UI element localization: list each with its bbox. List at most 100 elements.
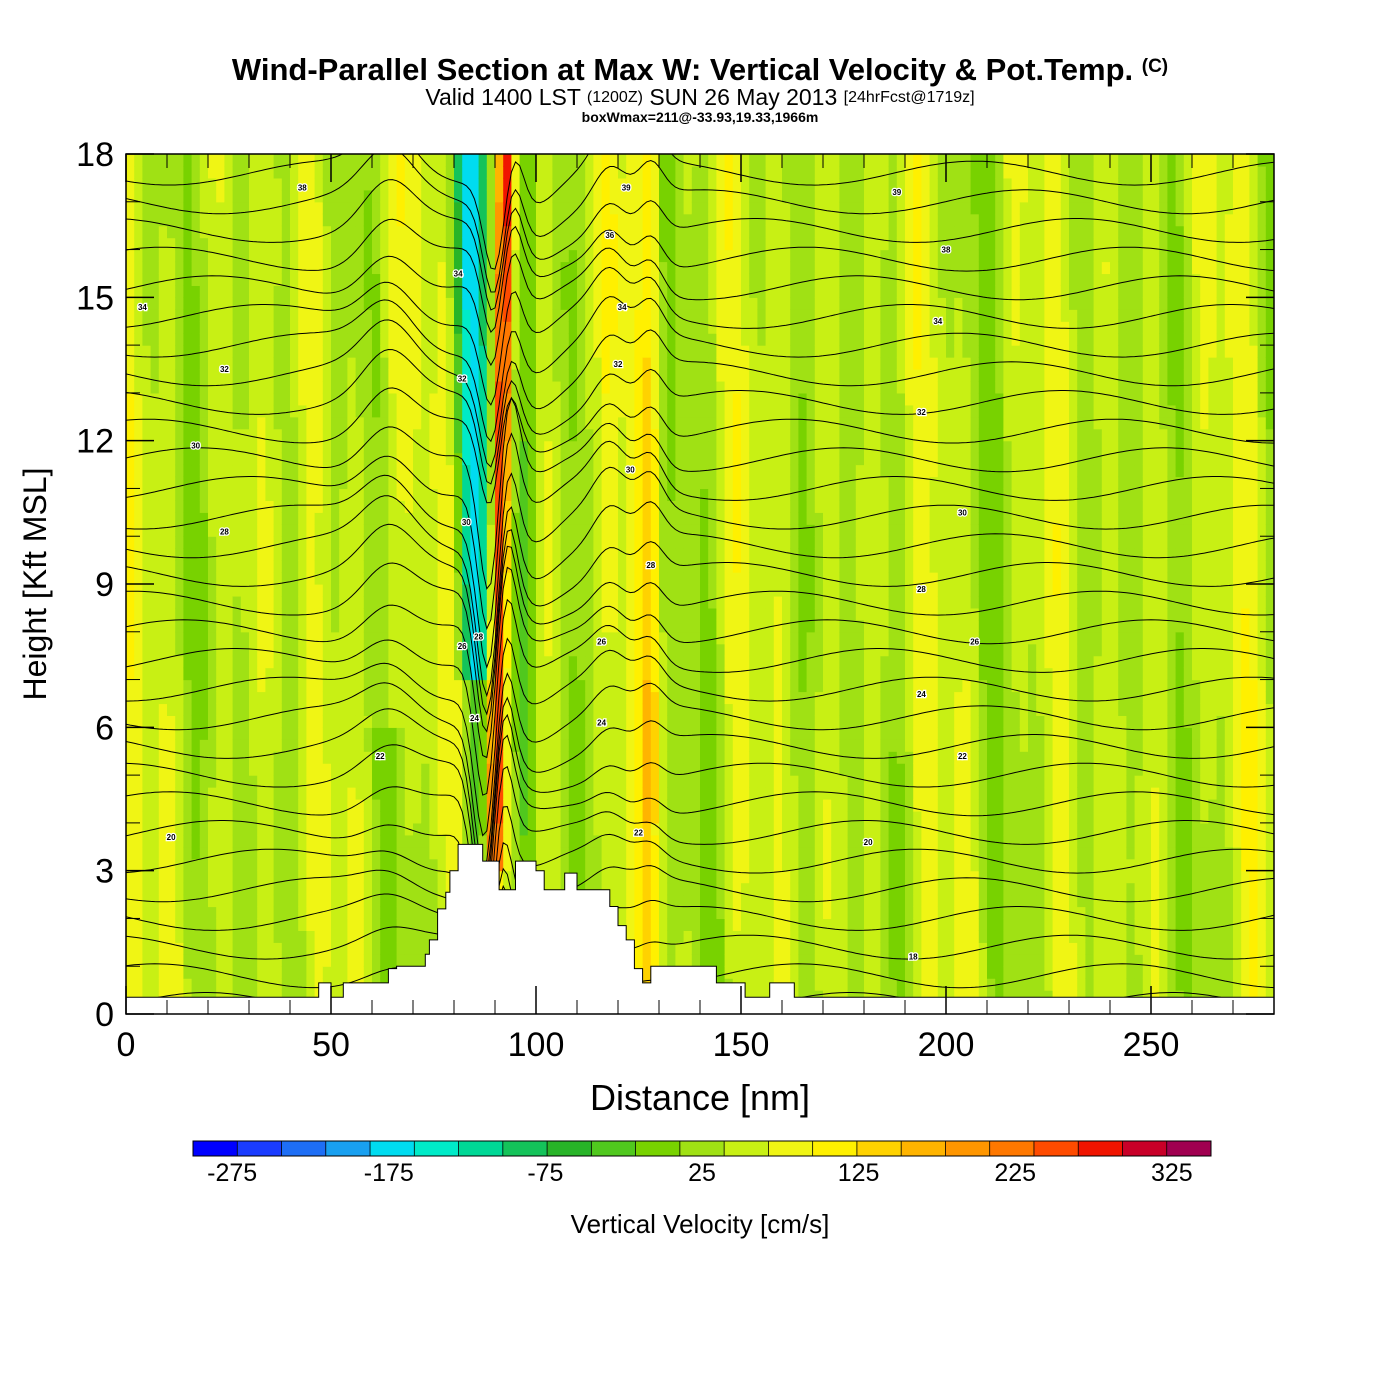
velocity-cell <box>511 333 521 346</box>
velocity-cell <box>675 584 685 597</box>
velocity-cell <box>683 751 693 764</box>
velocity-cell <box>347 273 357 286</box>
velocity-cell <box>240 739 250 752</box>
velocity-cell <box>634 560 644 573</box>
velocity-cell <box>536 464 545 478</box>
velocity-cell <box>544 584 553 597</box>
velocity-cell <box>298 261 307 275</box>
velocity-cell <box>134 607 143 621</box>
velocity-cell <box>249 261 258 275</box>
velocity-cell <box>290 177 299 191</box>
velocity-cell <box>199 512 209 525</box>
velocity-cell <box>503 584 512 597</box>
velocity-cell <box>626 679 635 693</box>
velocity-cell <box>322 524 332 537</box>
velocity-cell <box>347 165 357 179</box>
velocity-cell <box>372 751 381 764</box>
velocity-cell <box>265 787 275 800</box>
velocity-cell <box>232 416 242 430</box>
velocity-cell <box>232 763 242 776</box>
velocity-cell <box>421 452 430 466</box>
velocity-cell <box>445 488 455 501</box>
velocity-cell <box>347 500 357 513</box>
velocity-cell <box>380 189 389 203</box>
velocity-cell <box>372 679 381 693</box>
velocity-cell <box>536 787 545 800</box>
velocity-cell <box>363 691 373 705</box>
velocity-cell <box>495 213 504 227</box>
velocity-cell <box>454 727 463 740</box>
velocity-cell <box>413 380 422 394</box>
velocity-cell <box>232 201 242 215</box>
velocity-cell <box>601 380 611 394</box>
velocity-cell <box>568 428 578 442</box>
velocity-cell <box>134 464 143 478</box>
velocity-cell <box>306 906 316 920</box>
velocity-cell <box>339 799 348 812</box>
velocity-cell <box>626 882 635 896</box>
velocity-cell <box>199 870 209 884</box>
velocity-cell <box>667 739 676 752</box>
velocity-cell <box>339 775 348 788</box>
velocity-cell <box>560 201 570 215</box>
velocity-cell <box>675 918 685 931</box>
velocity-cell <box>413 392 422 406</box>
velocity-cell <box>650 763 660 776</box>
velocity-cell <box>158 846 168 860</box>
velocity-cell <box>437 536 447 549</box>
velocity-cell <box>167 416 176 430</box>
velocity-cell <box>519 428 529 442</box>
velocity-cell <box>191 560 201 573</box>
velocity-cell <box>659 655 668 669</box>
velocity-cell <box>265 822 275 836</box>
velocity-cell <box>314 572 324 585</box>
velocity-cell <box>503 655 512 669</box>
velocity-cell <box>249 500 258 513</box>
velocity-cell <box>683 345 693 358</box>
velocity-cell <box>511 476 521 490</box>
velocity-cell <box>626 249 635 263</box>
velocity-cell <box>429 715 439 728</box>
velocity-cell <box>175 500 184 513</box>
velocity-cell <box>593 679 603 693</box>
velocity-cell <box>126 572 135 585</box>
velocity-cell <box>511 500 521 513</box>
velocity-cell <box>527 751 537 764</box>
velocity-cell <box>413 595 422 609</box>
velocity-cell <box>224 691 234 705</box>
velocity-cell <box>347 524 357 537</box>
velocity-cell <box>232 691 242 705</box>
velocity-cell <box>208 452 217 466</box>
velocity-cell <box>134 261 143 275</box>
velocity-cell <box>363 524 373 537</box>
velocity-cell <box>659 834 668 848</box>
velocity-cell <box>158 619 168 633</box>
velocity-cell <box>158 488 168 501</box>
velocity-cell <box>404 297 414 310</box>
velocity-cell <box>331 607 340 621</box>
velocity-cell <box>650 177 660 191</box>
velocity-cell <box>503 237 512 251</box>
velocity-cell <box>691 787 701 800</box>
velocity-cell <box>216 297 225 310</box>
velocity-cell <box>667 500 676 513</box>
velocity-cell <box>388 428 398 442</box>
velocity-cell <box>167 751 176 764</box>
velocity-cell <box>249 416 258 430</box>
velocity-cell <box>437 643 447 657</box>
velocity-cell <box>503 273 512 286</box>
velocity-cell <box>478 548 488 561</box>
velocity-field <box>126 154 1274 1014</box>
velocity-cell <box>659 536 668 549</box>
velocity-cell <box>216 810 225 824</box>
velocity-cell <box>413 810 422 824</box>
velocity-cell <box>609 464 619 478</box>
velocity-cell <box>445 631 455 645</box>
velocity-cell <box>421 357 430 370</box>
velocity-cell <box>216 273 225 286</box>
velocity-cell <box>388 607 398 621</box>
velocity-cell <box>536 285 545 298</box>
velocity-cell <box>208 799 217 812</box>
velocity-cell <box>306 954 316 967</box>
velocity-cell <box>642 524 652 537</box>
